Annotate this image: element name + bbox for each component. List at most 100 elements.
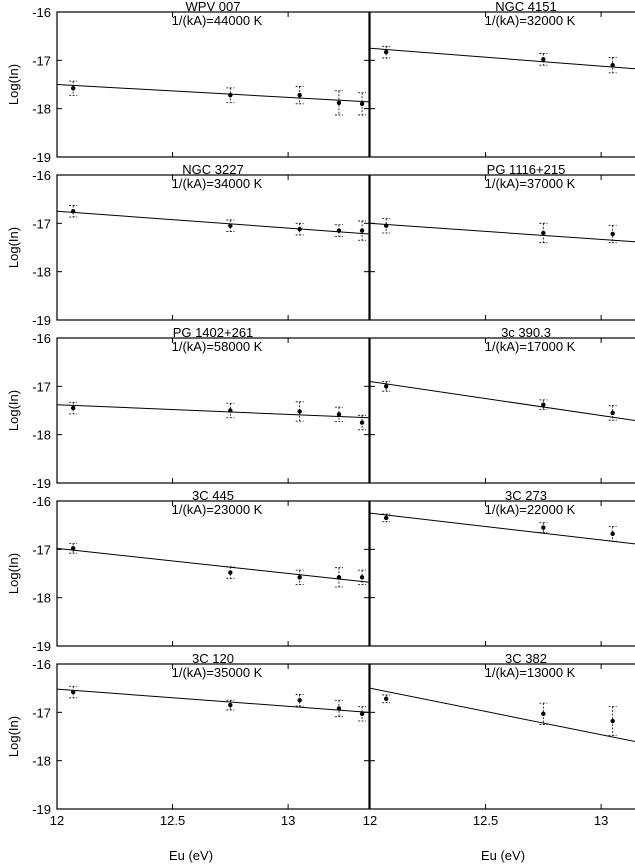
panel-3: -16 -17 -18 -19 Log(In) NGC 32271/(kA)=34000 … [6,162,370,328]
data-point [70,209,76,214]
y-tick-label: -18 [32,754,51,769]
data-point [359,575,365,580]
fit-line [56,210,370,235]
panel-annotation: 1/(kA)=37000 K [485,176,576,191]
panel-frame [56,11,370,158]
panel-frame [56,337,370,484]
panel-title: 3c 390.3 [501,325,551,340]
data-point [383,515,389,521]
data-point [541,525,546,530]
panel-annotation: 1/(kA)=44000 K [172,13,263,28]
x-axis-label-left: Eu (eV) [169,848,213,863]
x-tick-label: 13 [281,813,295,828]
y-tick-label: -16 [32,331,51,346]
data-point [336,100,342,106]
y-tick-label: -17 [32,216,51,231]
data-point [70,86,76,91]
y-tick-label: -17 [32,705,51,720]
fit-line [56,688,370,713]
y-tick-label: -17 [32,542,51,557]
data-point [383,223,389,228]
data-point [359,228,365,233]
y-axis-label: Log(In) [6,64,21,105]
data-point [541,230,546,236]
panel-frame [56,174,370,321]
panel-frame [369,11,635,158]
data-point [70,546,76,551]
y-tick-label: -17 [32,53,51,68]
fit-line [369,687,635,743]
panel-title: NGC 4151 [495,0,556,14]
data-point [228,570,233,575]
panel-annotation: 1/(kA)=22000 K [485,502,576,517]
panel-title: NGC 3227 [182,162,243,177]
data-point [610,410,615,416]
data-point [297,409,302,414]
x-axis-label-right: Eu (eV) [481,848,525,863]
data-point [297,92,302,98]
panel-frame [56,500,370,647]
data-point [610,531,615,537]
panel-5: -16 -17 -18 -19 Log(In) PG 1402+2611/(kA)=580… [6,325,370,491]
y-tick-label: -19 [32,150,51,165]
data-point [359,101,365,107]
y-tick-label: -16 [32,168,51,183]
data-point [228,92,233,98]
y-axis-label: Log(In) [6,390,21,431]
y-tick-label: -18 [32,102,51,117]
y-tick-label: -16 [32,494,51,509]
panel-frame [56,663,370,810]
fit-line [56,404,370,419]
data-point [610,62,615,68]
y-tick-label: -19 [32,802,51,817]
y-tick-label: -18 [32,265,51,280]
y-tick-label: -17 [32,379,51,394]
x-tick-label: 12.5 [160,813,185,828]
data-point [297,698,302,703]
data-point [336,575,342,580]
panel-annotation: 1/(kA)=23000 K [172,502,263,517]
data-point [336,228,342,233]
y-axis-label: Log(In) [6,227,21,268]
data-point [297,575,302,580]
data-point [336,412,342,417]
panel-title: PG 1402+261 [173,325,254,340]
data-point [336,706,342,711]
data-point [359,711,365,716]
y-tick-label: -18 [32,428,51,443]
data-point [359,420,365,425]
y-tick-label: -19 [32,639,51,654]
panel-title: WPV 007 [186,0,241,14]
panel-frame [369,663,635,810]
panel-title: PG 1116+215 [487,162,566,177]
data-point [70,689,76,695]
panel-title: 3C 382 [505,651,547,666]
panel-annotation: 1/(kA)=17000 K [485,339,576,354]
y-tick-label: -19 [32,476,51,491]
panel-title: 3C 445 [192,488,234,503]
data-point [610,231,615,237]
y-axis-label: Log(In) [6,553,21,594]
panel-annotation: 1/(kA)=13000 K [485,665,576,680]
fit-line [369,47,635,70]
x-tick-label: 12 [363,813,377,828]
panel-annotation: 1/(kA)=32000 K [485,13,576,28]
data-point [610,718,615,724]
panel-title: 3C 273 [505,488,547,503]
data-point [228,408,233,413]
fit-line [56,84,370,103]
data-point [297,226,302,232]
panel-annotation: 1/(kA)=58000 K [172,339,263,354]
fit-line [369,512,635,545]
panel-frame [369,337,635,484]
panel-frame [369,500,635,647]
data-point [383,696,389,701]
data-point [541,711,546,716]
